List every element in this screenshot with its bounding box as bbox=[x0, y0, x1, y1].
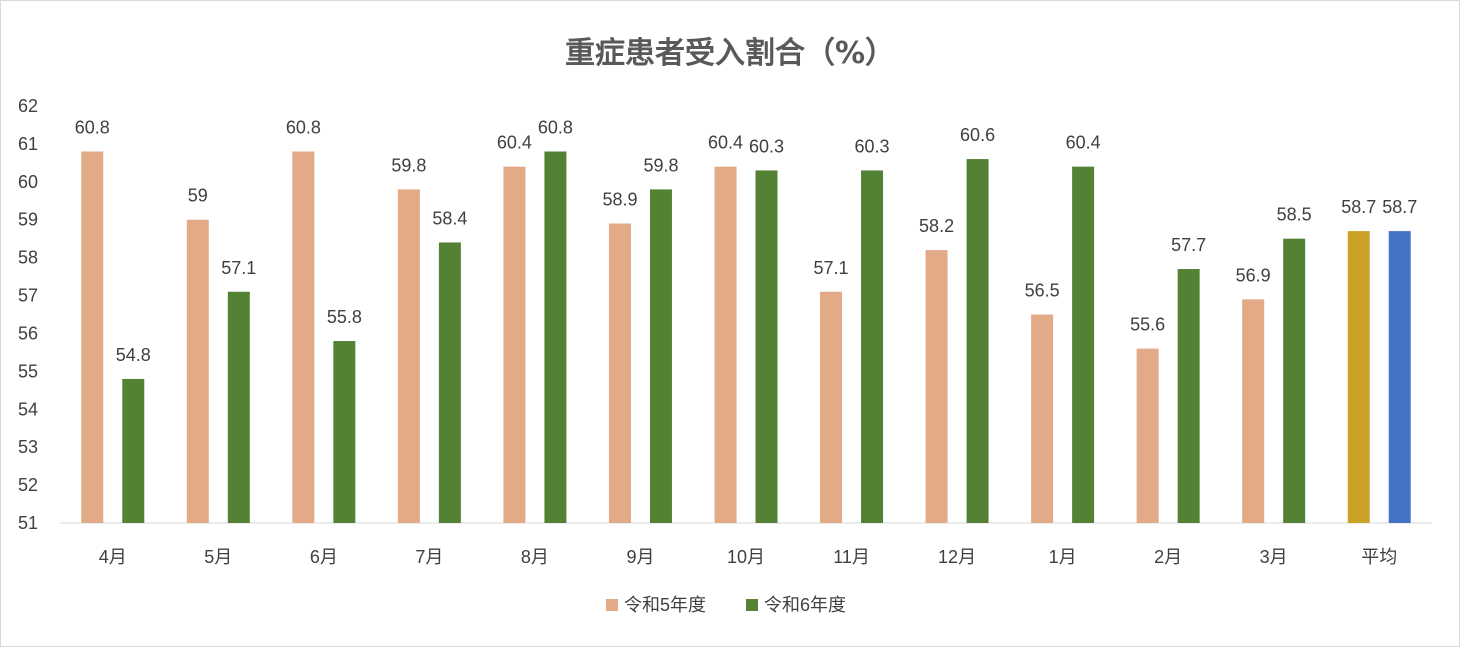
data-label: 58.7 bbox=[1341, 197, 1376, 217]
y-tick-label: 62 bbox=[18, 96, 38, 116]
x-tick-label: 11月 bbox=[833, 547, 870, 567]
data-label: 59.8 bbox=[643, 155, 678, 175]
bar-r5 bbox=[1242, 299, 1265, 523]
y-tick-label: 51 bbox=[18, 513, 38, 533]
x-tick-label: 4月 bbox=[99, 547, 127, 567]
data-label: 58.5 bbox=[1277, 205, 1312, 225]
data-label: 58.4 bbox=[432, 208, 467, 228]
data-label: 56.9 bbox=[1236, 265, 1271, 285]
legend-label: 令和5年度 bbox=[624, 595, 706, 615]
bar-r5 bbox=[81, 151, 104, 523]
y-tick-label: 60 bbox=[18, 172, 38, 192]
bar-r5 bbox=[186, 219, 209, 523]
data-label: 60.4 bbox=[497, 133, 532, 153]
data-label: 55.8 bbox=[327, 307, 362, 327]
data-label: 55.6 bbox=[1130, 315, 1165, 335]
data-label: 60.3 bbox=[855, 136, 890, 156]
bar-r6 bbox=[861, 170, 884, 524]
data-label: 58.7 bbox=[1382, 197, 1417, 217]
bar-r5 bbox=[1136, 348, 1159, 523]
bar-r6 bbox=[755, 170, 778, 524]
y-tick-label: 61 bbox=[18, 134, 38, 154]
x-tick-label: 9月 bbox=[626, 547, 654, 567]
bar-r6 bbox=[966, 159, 989, 523]
x-tick-label: 7月 bbox=[415, 547, 443, 567]
y-tick-label: 57 bbox=[18, 286, 38, 306]
bar-r6 bbox=[438, 242, 461, 524]
data-label: 60.4 bbox=[708, 133, 743, 153]
bar-r5 bbox=[397, 189, 420, 523]
bar-r6 bbox=[1072, 166, 1095, 523]
bar-r5 bbox=[503, 166, 526, 523]
data-label: 60.3 bbox=[749, 136, 784, 156]
x-tick-label: 10月 bbox=[727, 547, 765, 567]
data-label: 58.9 bbox=[602, 190, 637, 210]
x-tick-label: 12月 bbox=[938, 547, 976, 567]
bar-r5 bbox=[925, 250, 948, 523]
x-tick-label: 6月 bbox=[310, 547, 338, 567]
bar-r6 bbox=[1177, 269, 1200, 523]
data-label: 56.5 bbox=[1025, 281, 1060, 301]
data-label: 60.6 bbox=[960, 125, 995, 145]
data-label: 57.7 bbox=[1171, 235, 1206, 255]
x-tick-label: 3月 bbox=[1260, 547, 1288, 567]
y-tick-label: 59 bbox=[18, 210, 38, 230]
data-label: 60.8 bbox=[75, 117, 110, 137]
data-label: 58.2 bbox=[919, 216, 954, 236]
bar-r6 bbox=[1388, 231, 1411, 523]
legend-swatch bbox=[606, 599, 618, 611]
data-label: 60.4 bbox=[1066, 133, 1101, 153]
bar-r6 bbox=[333, 341, 356, 523]
data-label: 60.8 bbox=[538, 117, 573, 137]
legend-label: 令和6年度 bbox=[764, 595, 846, 615]
bar-r5 bbox=[714, 166, 737, 523]
y-tick-label: 55 bbox=[18, 361, 38, 381]
x-tick-label: 平均 bbox=[1361, 547, 1397, 567]
chart-title: 重症患者受入割合（%） bbox=[564, 36, 896, 71]
bar-r6 bbox=[649, 189, 672, 523]
legend-swatch bbox=[746, 599, 758, 611]
data-label: 57.1 bbox=[814, 258, 849, 278]
x-tick-label: 1月 bbox=[1049, 547, 1077, 567]
bar-r5 bbox=[292, 151, 315, 523]
bar-r5 bbox=[820, 291, 843, 523]
x-tick-label: 8月 bbox=[521, 547, 549, 567]
y-tick-label: 53 bbox=[18, 437, 38, 457]
bar-r6 bbox=[122, 378, 145, 523]
x-tick-label: 5月 bbox=[204, 547, 232, 567]
y-tick-label: 52 bbox=[18, 475, 38, 495]
data-label: 54.8 bbox=[116, 345, 151, 365]
bar-r5 bbox=[608, 223, 631, 523]
y-tick-label: 56 bbox=[18, 323, 38, 343]
bar-r6 bbox=[227, 291, 250, 523]
bar-r6 bbox=[544, 151, 567, 523]
bar-r5 bbox=[1031, 314, 1054, 523]
data-label: 59.8 bbox=[391, 155, 426, 175]
data-label: 60.8 bbox=[286, 117, 321, 137]
y-tick-label: 54 bbox=[18, 399, 38, 419]
y-tick-label: 58 bbox=[18, 248, 38, 268]
x-tick-label: 2月 bbox=[1154, 547, 1182, 567]
data-label: 57.1 bbox=[221, 258, 256, 278]
bar-r6 bbox=[1283, 238, 1306, 523]
bar-r5 bbox=[1347, 231, 1370, 523]
data-label: 59 bbox=[188, 186, 208, 206]
